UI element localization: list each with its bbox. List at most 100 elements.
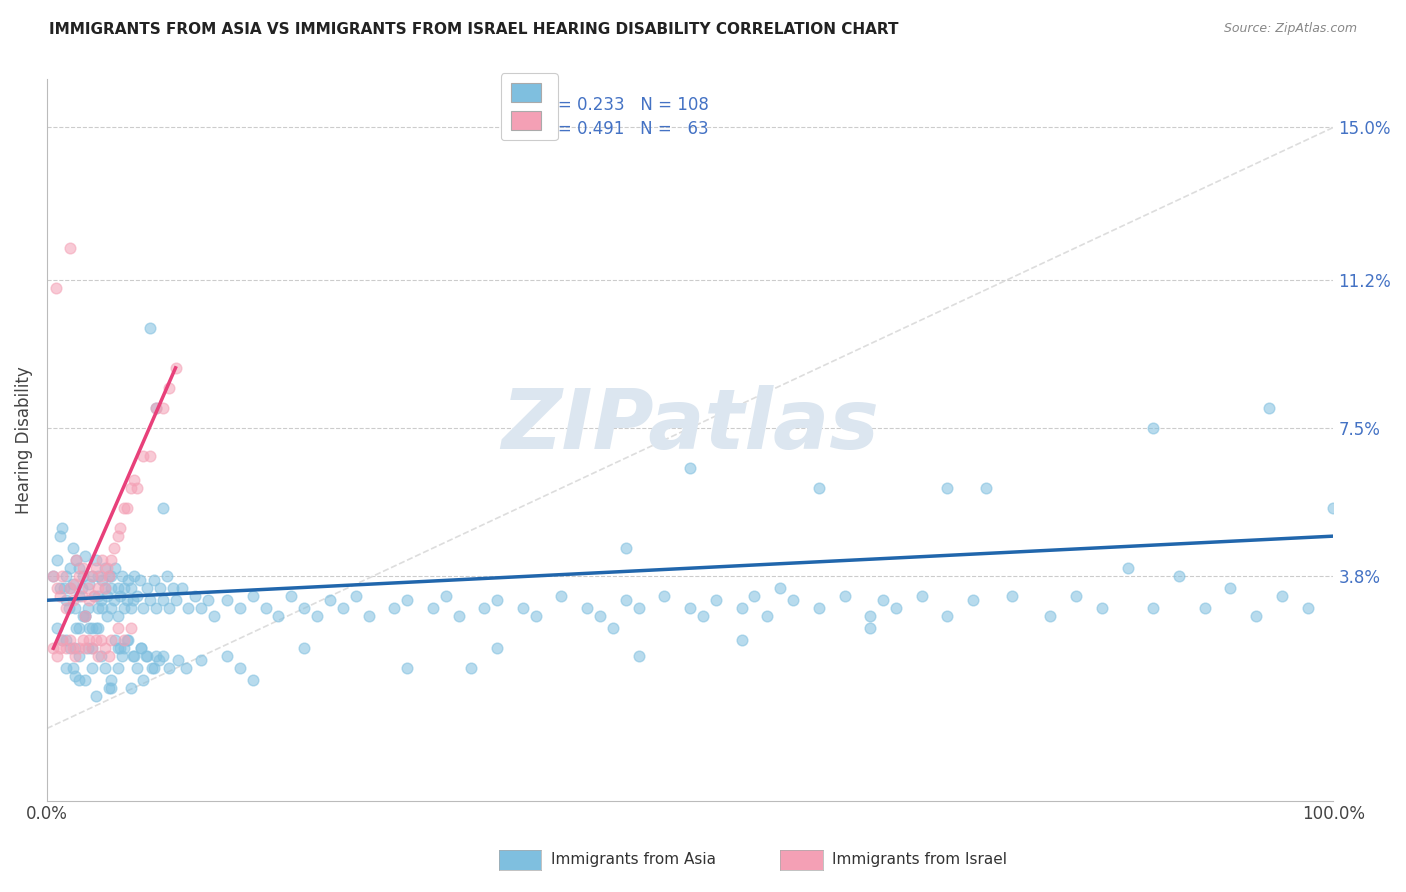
- Point: [692, 609, 714, 624]
- Point: [136, 581, 159, 595]
- Point: [1296, 601, 1319, 615]
- Point: [72, 569, 94, 583]
- Point: [104, 633, 127, 648]
- Point: [46, 649, 69, 664]
- Point: [145, 401, 167, 415]
- Point: [280, 589, 302, 603]
- Text: Immigrants from Israel: Immigrants from Israel: [832, 853, 1007, 867]
- Point: [77, 581, 100, 595]
- Point: [70, 581, 93, 595]
- Text: R = 0.233   N = 108: R = 0.233 N = 108: [541, 96, 709, 114]
- Point: [79, 633, 101, 648]
- Point: [58, 601, 80, 615]
- Point: [132, 601, 155, 615]
- Point: [112, 581, 135, 595]
- Point: [319, 593, 342, 607]
- Text: R = 0.491   N =   63: R = 0.491 N = 63: [541, 120, 709, 138]
- Point: [75, 673, 97, 688]
- Point: [115, 501, 138, 516]
- Point: [62, 661, 84, 675]
- Point: [42, 641, 65, 656]
- Point: [155, 569, 177, 583]
- Point: [55, 569, 77, 583]
- Point: [100, 681, 122, 696]
- Point: [1001, 589, 1024, 603]
- Point: [59, 641, 82, 656]
- Point: [87, 589, 110, 603]
- Point: [936, 609, 959, 624]
- Point: [117, 633, 139, 648]
- Point: [103, 541, 125, 556]
- Point: [62, 541, 84, 556]
- Point: [859, 621, 882, 635]
- Point: [627, 649, 650, 664]
- Point: [614, 541, 637, 556]
- Point: [120, 581, 142, 595]
- Point: [110, 521, 132, 535]
- Point: [67, 649, 90, 664]
- Point: [152, 501, 174, 516]
- Text: ZIPatlas: ZIPatlas: [501, 385, 879, 466]
- Text: IMMIGRANTS FROM ASIA VS IMMIGRANTS FROM ISRAEL HEARING DISABILITY CORRELATION CH: IMMIGRANTS FROM ASIA VS IMMIGRANTS FROM …: [49, 22, 898, 37]
- Point: [67, 621, 90, 635]
- Point: [162, 581, 184, 595]
- Point: [107, 641, 129, 656]
- Point: [107, 609, 129, 624]
- Point: [149, 581, 172, 595]
- Point: [242, 589, 264, 603]
- Point: [80, 569, 103, 583]
- Point: [152, 593, 174, 607]
- Point: [589, 609, 612, 624]
- Point: [80, 569, 103, 583]
- Point: [704, 593, 727, 607]
- Point: [115, 633, 138, 648]
- Point: [396, 661, 419, 675]
- Point: [59, 241, 82, 255]
- Point: [254, 601, 277, 615]
- Point: [67, 673, 90, 688]
- Point: [75, 549, 97, 564]
- Point: [447, 609, 470, 624]
- Point: [129, 641, 152, 656]
- Point: [79, 621, 101, 635]
- Point: [62, 593, 84, 607]
- Point: [91, 553, 114, 567]
- Point: [654, 589, 676, 603]
- Point: [679, 461, 702, 475]
- Point: [229, 661, 252, 675]
- Point: [59, 561, 82, 575]
- Point: [576, 601, 599, 615]
- Point: [165, 593, 187, 607]
- Point: [145, 649, 167, 664]
- Point: [55, 661, 77, 675]
- Point: [730, 633, 752, 648]
- Point: [96, 609, 118, 624]
- Point: [292, 641, 315, 656]
- Point: [103, 593, 125, 607]
- Point: [112, 633, 135, 648]
- Point: [744, 589, 766, 603]
- Point: [184, 589, 207, 603]
- Point: [197, 593, 219, 607]
- Point: [63, 641, 86, 656]
- Point: [125, 661, 148, 675]
- Point: [72, 633, 94, 648]
- Point: [124, 569, 146, 583]
- Point: [1271, 589, 1294, 603]
- Point: [87, 621, 110, 635]
- Point: [242, 673, 264, 688]
- Point: [100, 673, 122, 688]
- Point: [1116, 561, 1139, 575]
- Point: [84, 633, 107, 648]
- Point: [422, 601, 444, 615]
- Point: [460, 661, 482, 675]
- Point: [1091, 601, 1114, 615]
- Point: [80, 661, 103, 675]
- Point: [229, 601, 252, 615]
- Point: [136, 649, 159, 664]
- Point: [55, 601, 77, 615]
- Point: [48, 581, 70, 595]
- Point: [55, 641, 77, 656]
- Point: [512, 601, 534, 615]
- Point: [152, 649, 174, 664]
